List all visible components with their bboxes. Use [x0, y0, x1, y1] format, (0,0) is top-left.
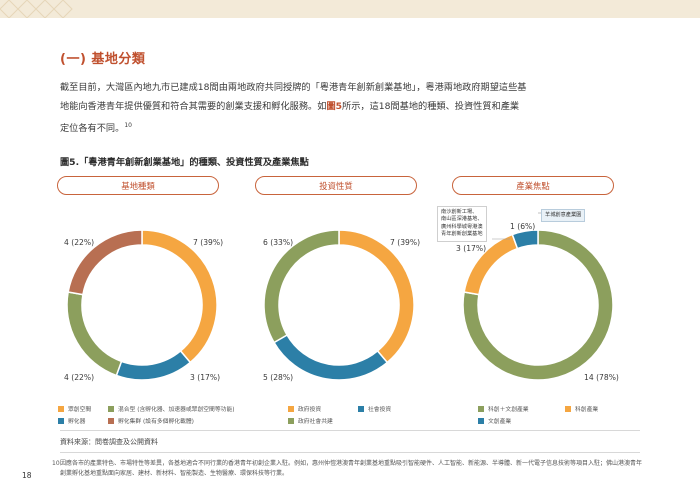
top-banner — [0, 0, 700, 18]
legend-swatch — [478, 418, 484, 424]
donut-slice — [462, 229, 614, 381]
decorative-pattern-icon — [0, 0, 73, 18]
legend-text: 文創產業 — [488, 419, 512, 425]
legend-text: 孵化集群 (設有多個孵化載體) — [118, 419, 194, 425]
figure-title: 圖5.「粵港青年創新創業基地」的種類、投資性質及產業焦點 — [60, 157, 309, 168]
donut-chart-investment — [263, 229, 415, 381]
legend-item: 混合型 (含孵化器、加速器或眾創空間等功能) — [108, 404, 235, 413]
legend-swatch — [478, 406, 484, 412]
callout-tech-bases: 南沙創新工場、 南山區深港基地、 廣州科學城粵港澳 青年創新創業基地 — [437, 206, 487, 242]
donut-slice — [338, 229, 415, 364]
legend-swatch — [358, 406, 364, 412]
divider — [60, 430, 640, 431]
legend-swatch — [565, 406, 571, 412]
panel-heading-industry: 產業焦點 — [452, 176, 614, 195]
legend-item: 文創產業 — [478, 416, 511, 425]
legend-text: 社會投資 — [368, 407, 392, 413]
legend-item: 科創＋文創產業 — [478, 404, 529, 413]
donut-slice — [67, 229, 143, 296]
legend-swatch — [108, 406, 114, 412]
legend-item: 眾創空間 — [58, 404, 91, 413]
body-line-2-end: 所示，這18間基地的種類、投資性質和產業 — [342, 101, 520, 112]
callout-culture-base: 羊城創意產業園 — [541, 209, 586, 223]
figure-ref: 圖5 — [326, 101, 343, 112]
divider — [60, 452, 640, 453]
panel-heading-investment: 投資性質 — [255, 176, 417, 195]
footnote-ref: 10 — [124, 122, 132, 129]
donut-chart-industry — [462, 229, 614, 381]
legend-swatch — [288, 406, 294, 412]
panel-heading-base-type: 基地種類 — [57, 176, 219, 195]
body-line-3: 定位各有不同。 — [60, 123, 125, 135]
legend-item: 社會投資 — [358, 404, 391, 413]
legend-text: 科創＋文創產業 — [488, 407, 529, 413]
legend-swatch — [58, 406, 64, 412]
page-number: 18 — [22, 471, 32, 480]
legend-text: 混合型 (含孵化器、加速器或眾創空間等功能) — [118, 407, 235, 413]
body-paragraph: 截至目前，大灣區內地九市已建成18間由兩地政府共同授牌的「粵港青年創新創業基地」… — [60, 78, 640, 138]
legend-swatch — [58, 418, 64, 424]
legend-item: 孵化器 — [58, 416, 85, 425]
legend-text: 政府社會共建 — [298, 419, 333, 425]
legend-item: 孵化集群 (設有多個孵化載體) — [108, 416, 194, 425]
slice-label: 4 (22%) — [64, 238, 95, 247]
slice-label: 4 (22%) — [64, 373, 95, 382]
donut-chart-base-type — [66, 229, 218, 381]
body-line-1: 截至目前，大灣區內地九市已建成18間由兩地政府共同授牌的「粵港青年創新創業基地」… — [60, 82, 527, 93]
donut-slice — [66, 291, 123, 377]
donut-slice — [115, 349, 192, 381]
section-title: (一) 基地分類 — [60, 52, 146, 67]
legend-swatch — [108, 418, 114, 424]
slice-label: 5 (28%) — [263, 373, 294, 382]
legend-item: 科創產業 — [565, 404, 598, 413]
slice-label: 1 (6%) — [510, 222, 536, 231]
callout-leader-lines — [492, 212, 541, 240]
donut-slice — [141, 229, 218, 364]
slice-label: 14 (78%) — [584, 373, 619, 382]
footnote-text: 因應各市的產業特色、市場特性等差異，各基地適合不同行業的香港青年初創企業入駐。例… — [60, 460, 643, 477]
slice-label: 7 (39%) — [193, 238, 224, 247]
legend-text: 眾創空間 — [68, 407, 92, 413]
body-line-2: 地能向香港青年提供優質和符合其需要的創業支援和孵化服務。如 — [60, 101, 327, 112]
legend-swatch — [288, 418, 294, 424]
footnote-number: 10 — [52, 460, 60, 467]
slice-label: 3 (17%) — [190, 373, 221, 382]
footnote: 10 因應各市的產業特色、市場特性等差異，各基地適合不同行業的香港青年初創企業入… — [52, 459, 645, 479]
legend-text: 政府投資 — [298, 407, 322, 413]
legend-text: 科創產業 — [575, 407, 599, 413]
source-note: 資料來源：問卷調查及公開資料 — [60, 438, 158, 446]
donut-slice — [263, 229, 340, 344]
slice-label: 6 (33%) — [263, 238, 294, 247]
legend-text: 孵化器 — [68, 419, 86, 425]
donut-slice — [511, 229, 539, 250]
slice-label: 3 (17%) — [456, 244, 487, 253]
legend-item: 政府社會共建 — [288, 416, 333, 425]
slice-label: 7 (39%) — [390, 238, 421, 247]
legend-item: 政府投資 — [288, 404, 321, 413]
